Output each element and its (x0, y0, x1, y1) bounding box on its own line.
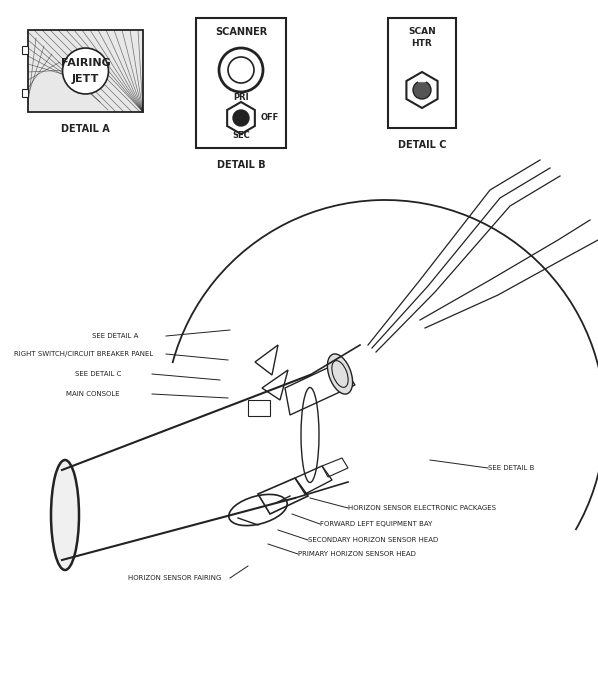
Text: DETAIL A: DETAIL A (61, 124, 110, 134)
Bar (28, 30, 143, 112)
Bar (196, 18, 286, 148)
Text: HTR: HTR (411, 40, 432, 49)
Text: MAIN CONSOLE: MAIN CONSOLE (66, 391, 120, 397)
Text: HORIZON SENSOR FAIRING: HORIZON SENSOR FAIRING (128, 575, 221, 581)
Text: SCANNER: SCANNER (215, 27, 267, 37)
Text: RIGHT SWITCH/CIRCUIT BREAKER PANEL: RIGHT SWITCH/CIRCUIT BREAKER PANEL (14, 351, 153, 357)
Text: SEE DETAIL C: SEE DETAIL C (75, 371, 121, 377)
Text: JETT: JETT (72, 74, 99, 84)
Text: SEE DETAIL A: SEE DETAIL A (92, 333, 138, 339)
Text: SCAN: SCAN (408, 28, 436, 36)
Circle shape (233, 110, 249, 126)
Text: DETAIL B: DETAIL B (216, 160, 266, 170)
Bar (22, 89, 28, 97)
Bar (22, 47, 28, 54)
Circle shape (413, 81, 431, 99)
Text: FORWARD LEFT EQUIPMENT BAY: FORWARD LEFT EQUIPMENT BAY (320, 521, 432, 527)
Bar (248, 400, 270, 416)
Ellipse shape (51, 460, 79, 570)
Text: OFF: OFF (261, 113, 279, 122)
Bar (388, 18, 456, 128)
Polygon shape (418, 77, 426, 82)
Text: DETAIL C: DETAIL C (398, 140, 446, 150)
Text: SEC: SEC (232, 132, 250, 141)
Text: SECONDARY HORIZON SENSOR HEAD: SECONDARY HORIZON SENSOR HEAD (308, 537, 438, 543)
Text: FAIRING: FAIRING (60, 58, 111, 68)
Text: HORIZON SENSOR ELECTRONIC PACKAGES: HORIZON SENSOR ELECTRONIC PACKAGES (348, 505, 496, 511)
Text: PRIMARY HORIZON SENSOR HEAD: PRIMARY HORIZON SENSOR HEAD (298, 551, 416, 557)
Text: SEE DETAIL B: SEE DETAIL B (488, 465, 535, 471)
Text: PRI: PRI (233, 93, 249, 102)
Circle shape (63, 48, 108, 94)
Ellipse shape (328, 354, 353, 394)
